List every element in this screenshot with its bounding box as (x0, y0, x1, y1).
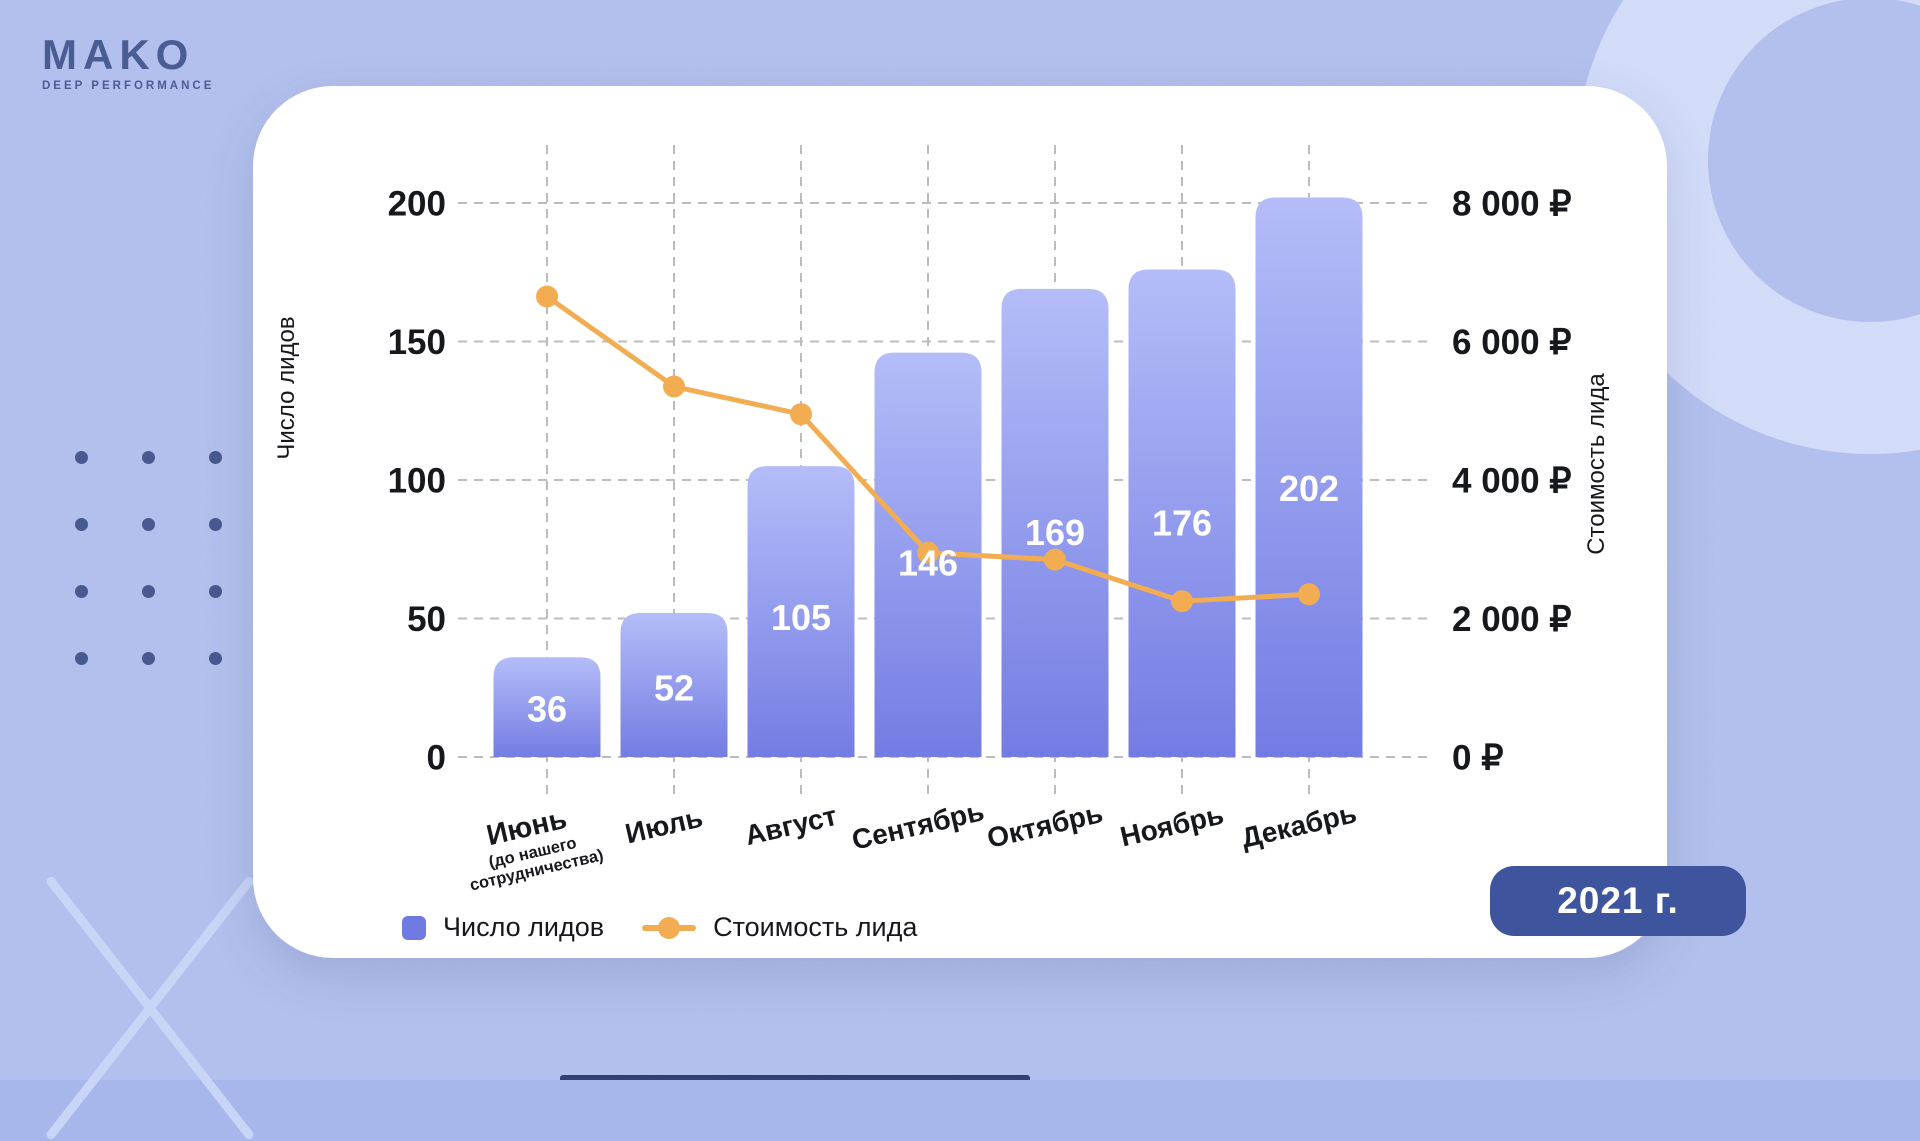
legend-line-point-icon (658, 916, 681, 939)
dot-decoration (74, 584, 88, 598)
dot-decoration (141, 584, 155, 598)
dot-decoration (208, 651, 222, 665)
right-axis-title: Стоимость лида (1583, 373, 1610, 555)
ring-decoration (1576, 0, 1920, 454)
legend-line-label: Стоимость лида (713, 912, 918, 942)
legend-line-marker (642, 916, 697, 940)
dot-decoration (141, 450, 155, 464)
dot-decoration (208, 450, 222, 464)
dot-decoration (208, 584, 222, 598)
legend-bar-label: Число лидов (443, 912, 605, 942)
dot-decoration (74, 651, 88, 665)
bottom-edge-decoration (560, 1075, 1030, 1080)
dot-decoration (208, 517, 222, 531)
dot-decoration (141, 651, 155, 665)
logo-subtitle: DEEP PERFORMANCE (42, 80, 215, 92)
left-axis-title: Число лидов (273, 316, 300, 460)
chart-legend: Число лидов Стоимость лида (402, 912, 917, 943)
year-badge: 2021 г. (1490, 866, 1746, 936)
logo: MAKO DEEP PERFORMANCE (42, 31, 215, 93)
dot-decoration (141, 517, 155, 531)
logo-title: MAKO (42, 31, 195, 78)
dot-decoration (74, 450, 88, 464)
year-badge-label: 2021 г. (1557, 880, 1679, 921)
legend-bar-swatch (402, 915, 426, 940)
dot-decoration (74, 517, 88, 531)
